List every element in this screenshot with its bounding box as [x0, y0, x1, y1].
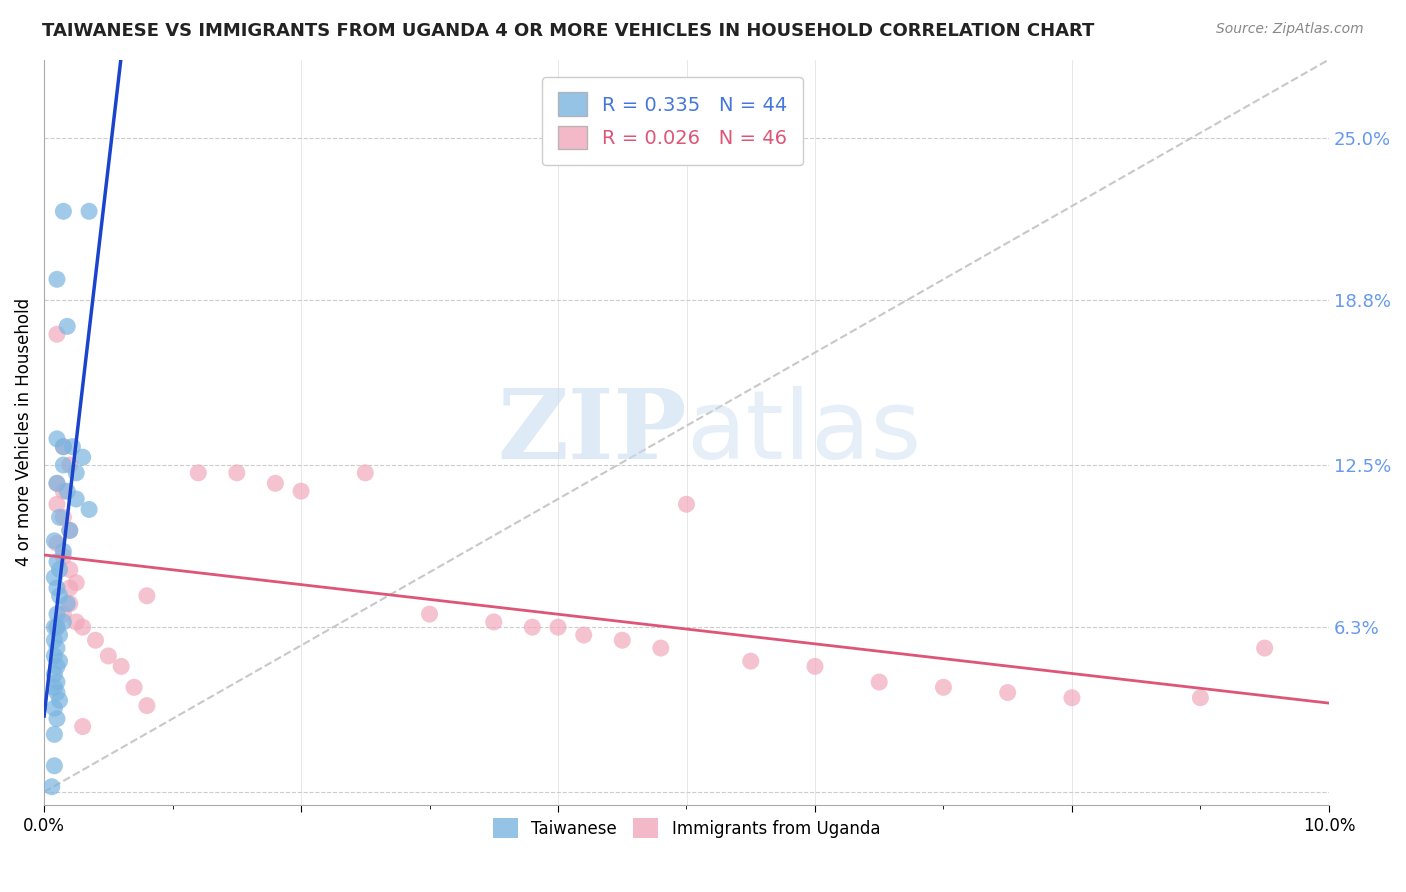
Legend: Taiwanese, Immigrants from Uganda: Taiwanese, Immigrants from Uganda — [486, 812, 887, 845]
Point — [354, 466, 377, 480]
Text: atlas: atlas — [686, 386, 921, 479]
Point — [59, 563, 82, 577]
Point — [1060, 690, 1083, 705]
Point — [44, 633, 66, 648]
Point — [46, 620, 69, 634]
Point — [48, 693, 70, 707]
Point — [1253, 641, 1275, 656]
Text: Source: ZipAtlas.com: Source: ZipAtlas.com — [1216, 22, 1364, 37]
Point — [48, 654, 70, 668]
Point — [675, 497, 697, 511]
Point — [110, 659, 132, 673]
Point — [612, 633, 634, 648]
Point — [650, 641, 672, 656]
Point — [46, 641, 69, 656]
Point — [187, 466, 209, 480]
Point — [135, 589, 157, 603]
Point — [59, 581, 82, 595]
Point — [868, 675, 890, 690]
Point — [44, 727, 66, 741]
Point — [77, 502, 100, 516]
Point — [56, 484, 79, 499]
Point — [46, 536, 69, 550]
Point — [804, 659, 827, 673]
Point — [65, 466, 87, 480]
Point — [46, 476, 69, 491]
Y-axis label: 4 or more Vehicles in Household: 4 or more Vehicles in Household — [15, 298, 32, 566]
Point — [547, 620, 569, 634]
Text: TAIWANESE VS IMMIGRANTS FROM UGANDA 4 OR MORE VEHICLES IN HOUSEHOLD CORRELATION : TAIWANESE VS IMMIGRANTS FROM UGANDA 4 OR… — [42, 22, 1094, 40]
Point — [65, 491, 87, 506]
Point — [522, 620, 544, 634]
Point — [46, 497, 69, 511]
Point — [46, 712, 69, 726]
Point — [48, 589, 70, 603]
Point — [46, 327, 69, 342]
Point — [59, 597, 82, 611]
Point — [52, 607, 75, 621]
Point — [52, 510, 75, 524]
Point — [290, 484, 312, 499]
Point — [46, 607, 69, 621]
Point — [225, 466, 247, 480]
Point — [52, 615, 75, 629]
Point — [44, 758, 66, 772]
Point — [135, 698, 157, 713]
Point — [46, 685, 69, 699]
Point — [48, 510, 70, 524]
Point — [48, 628, 70, 642]
Text: ZIP: ZIP — [496, 385, 686, 479]
Point — [52, 458, 75, 472]
Point — [52, 544, 75, 558]
Point — [46, 476, 69, 491]
Point — [60, 440, 83, 454]
Point — [44, 667, 66, 681]
Point — [997, 685, 1019, 699]
Point — [264, 476, 287, 491]
Point — [52, 440, 75, 454]
Point — [52, 484, 75, 499]
Point — [48, 563, 70, 577]
Point — [44, 620, 66, 634]
Point — [46, 272, 69, 286]
Point — [46, 581, 69, 595]
Point — [52, 204, 75, 219]
Point — [482, 615, 505, 629]
Point — [44, 533, 66, 548]
Point — [59, 524, 82, 538]
Point — [52, 549, 75, 564]
Point — [44, 681, 66, 695]
Point — [572, 628, 595, 642]
Point — [122, 681, 145, 695]
Point — [46, 432, 69, 446]
Point — [65, 575, 87, 590]
Point — [65, 615, 87, 629]
Point — [46, 675, 69, 690]
Point — [419, 607, 441, 621]
Point — [46, 659, 69, 673]
Point — [56, 597, 79, 611]
Point — [740, 654, 762, 668]
Point — [72, 720, 94, 734]
Point — [77, 204, 100, 219]
Point — [72, 450, 94, 465]
Point — [52, 440, 75, 454]
Point — [59, 458, 82, 472]
Point — [1189, 690, 1212, 705]
Point — [46, 620, 69, 634]
Point — [44, 570, 66, 584]
Point — [97, 648, 120, 663]
Point — [41, 780, 63, 794]
Point — [56, 319, 79, 334]
Point — [72, 620, 94, 634]
Point — [932, 681, 955, 695]
Point — [46, 555, 69, 569]
Point — [44, 701, 66, 715]
Point — [84, 633, 107, 648]
Point — [59, 524, 82, 538]
Point — [44, 648, 66, 663]
